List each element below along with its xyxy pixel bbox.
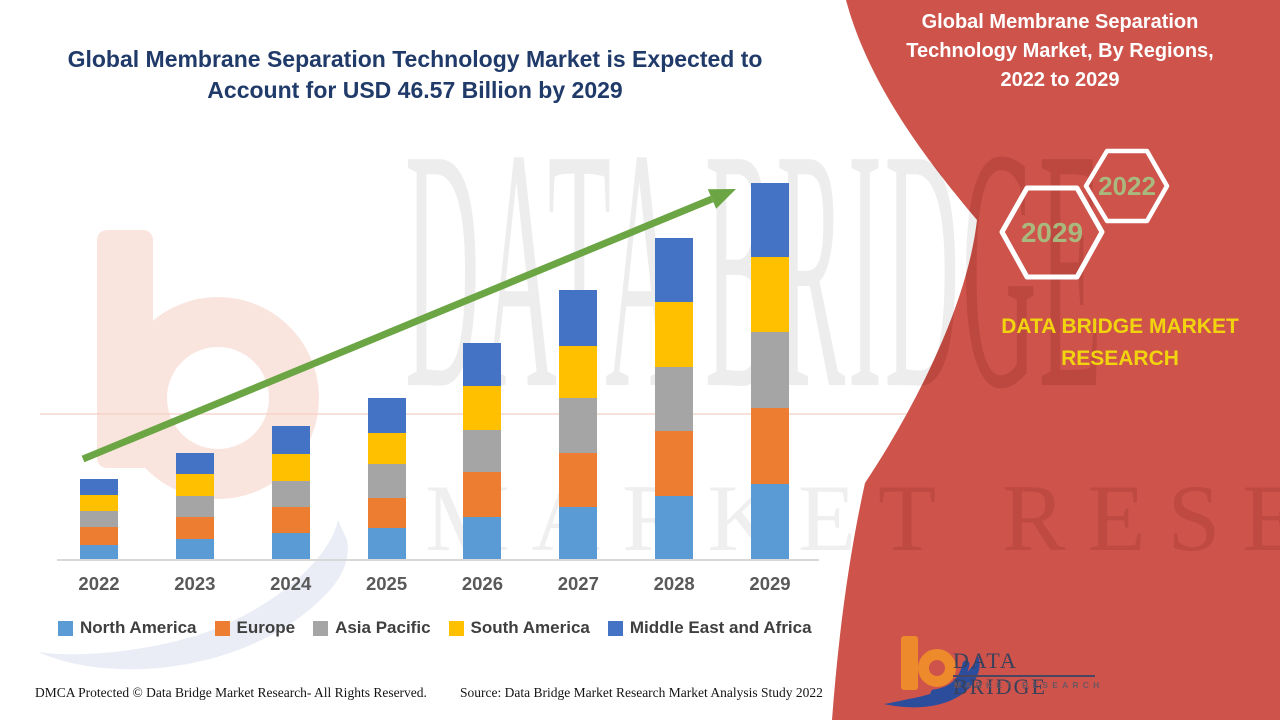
legend-label: Europe	[236, 618, 296, 637]
legend-swatch	[214, 620, 230, 636]
legend-item-europe: Europe	[214, 618, 296, 638]
hexagon-badge-2022	[1083, 148, 1170, 224]
x-axis-label-2022: 2022	[78, 573, 120, 594]
bar-segment-2023-asia-pacific	[175, 496, 214, 518]
bar-segment-2028-middle-east-and-africa	[655, 237, 694, 302]
bar-segment-2023-south-america	[175, 474, 214, 497]
bar-segment-2026-south-america	[463, 385, 502, 430]
footer-source-text: Source: Data Bridge Market Research Mark…	[460, 685, 823, 700]
bar-segment-2028-north-america	[655, 496, 694, 560]
legend-swatch	[448, 620, 464, 636]
bar-segment-2027-south-america	[559, 346, 598, 399]
legend-swatch	[607, 620, 623, 636]
bar-segment-2026-north-america	[463, 517, 502, 560]
legend-swatch	[313, 620, 329, 636]
bar-segment-2023-europe	[175, 517, 214, 539]
legend-swatch	[58, 620, 73, 636]
x-axis-label-2026: 2026	[461, 573, 503, 594]
bar-segment-2027-north-america	[559, 507, 598, 560]
panel-background	[832, 0, 1280, 720]
bar-segment-2028-europe	[655, 431, 694, 497]
hexagon-badge-2029	[999, 185, 1105, 280]
x-axis-label-2027: 2027	[557, 573, 599, 594]
bar-segment-2024-north-america	[271, 533, 310, 560]
bar-segment-2026-asia-pacific	[463, 429, 502, 472]
bar-segment-2022-north-america	[80, 544, 118, 560]
main-title: Global Membrane Separation Technology Ma…	[20, 44, 810, 106]
bar-segment-2022-south-america	[80, 495, 118, 512]
x-axis-line	[57, 559, 819, 561]
legend-label: South America	[470, 618, 590, 637]
bar-segment-2024-asia-pacific	[271, 480, 310, 508]
hexagon-year-2029: 2029	[1021, 217, 1083, 248]
watermark-logo-b	[97, 230, 319, 499]
chart-legend: North America Europe Asia Pacific South Ame…	[58, 618, 812, 638]
bar-segment-2029-north-america	[750, 483, 789, 560]
legend-label: Middle East and Africa	[629, 618, 812, 637]
bar-segment-2022-asia-pacific	[80, 511, 118, 527]
bar-segment-2029-middle-east-and-africa	[750, 183, 789, 258]
legend-item-north-america: North America	[58, 618, 197, 638]
legend-item-middle-east-and-africa: Middle East and Africa	[607, 618, 812, 638]
bar-segment-2025-middle-east-and-africa	[367, 398, 406, 433]
bar-segment-2025-south-america	[367, 432, 406, 464]
legend-item-asia-pacific: Asia Pacific	[313, 618, 431, 638]
x-axis-label-2029: 2029	[749, 573, 791, 594]
bar-segment-2025-north-america	[367, 527, 406, 560]
bar-segment-2023-north-america	[175, 538, 214, 560]
legend-label: North America	[80, 618, 197, 637]
bar-segment-2027-asia-pacific	[559, 398, 598, 454]
bar-segment-2029-south-america	[750, 257, 789, 332]
legend-label: Asia Pacific	[335, 618, 431, 637]
legend-item-south-america: South America	[448, 618, 590, 638]
bar-segment-2026-europe	[463, 471, 502, 518]
footer-dmca-text: DMCA Protected © Data Bridge Market Rese…	[35, 685, 427, 700]
bar-segment-2026-middle-east-and-africa	[463, 343, 502, 386]
watermark-logo-swoosh	[38, 520, 348, 670]
logo-b-icon	[884, 636, 980, 708]
bar-segment-2022-middle-east-and-africa	[80, 479, 118, 496]
bar-segment-2028-south-america	[655, 301, 694, 367]
x-axis-label-2024: 2024	[270, 573, 312, 594]
bar-segment-2027-middle-east-and-africa	[559, 290, 598, 347]
x-axis-label-2028: 2028	[653, 573, 695, 594]
bar-segment-2025-europe	[367, 497, 406, 528]
bar-segment-2029-asia-pacific	[750, 331, 789, 408]
hexagon-year-2022: 2022	[1098, 171, 1156, 201]
trend-arrow-icon	[81, 189, 736, 463]
main-title-line1: Global Membrane Separation Technology Ma…	[67, 46, 763, 72]
svg-text:MARKET RESEARCH: MARKET RESEARCH	[425, 465, 1280, 571]
bar-segment-2024-south-america	[271, 453, 310, 481]
svg-text:DATA BRIDGE: DATA BRIDGE	[405, 79, 1104, 461]
main-title-line2: Account for USD 46.57 Billion by 2029	[207, 77, 623, 103]
bar-segment-2024-europe	[271, 507, 310, 534]
bar-segment-2024-middle-east-and-africa	[271, 425, 310, 454]
bar-segment-2022-europe	[80, 526, 118, 545]
bar-segment-2029-europe	[750, 407, 789, 484]
bar-segment-2023-middle-east-and-africa	[175, 453, 214, 475]
x-axis-label-2023: 2023	[174, 573, 216, 594]
bar-segment-2027-europe	[559, 453, 598, 508]
bar-segment-2028-asia-pacific	[655, 366, 694, 432]
x-axis-label-2025: 2025	[365, 573, 408, 594]
bar-segment-2025-asia-pacific	[367, 463, 406, 498]
